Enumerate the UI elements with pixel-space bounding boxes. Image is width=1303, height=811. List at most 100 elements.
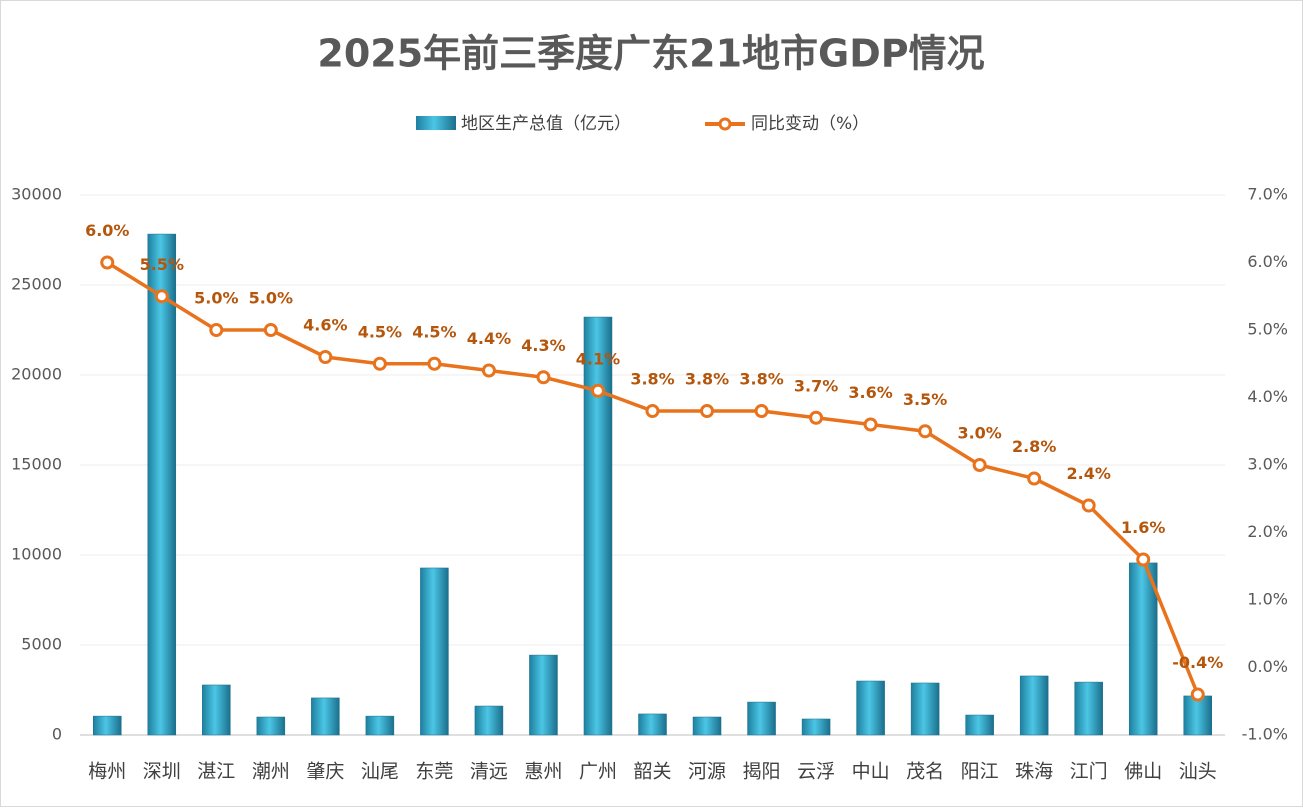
line-marker (590, 383, 605, 398)
y2-tick-label: 0.0% (1247, 657, 1288, 676)
bar (93, 715, 122, 736)
bar (965, 714, 994, 736)
line-marker (536, 370, 551, 385)
x-tick-label: 中山 (852, 761, 890, 783)
line-marker (809, 410, 824, 425)
data-label: 4.5% (358, 322, 402, 341)
x-tick-label: 茂名 (906, 761, 944, 783)
data-label: 3.8% (630, 370, 674, 389)
bar (529, 654, 558, 736)
x-tick-label: 佛山 (1124, 761, 1162, 783)
y2-tick-label: 1.0% (1247, 590, 1288, 609)
line-marker (263, 323, 278, 337)
bar (583, 316, 613, 736)
y-tick-label: 10000 (11, 545, 62, 564)
data-label: 5.0% (194, 289, 238, 308)
data-label: -0.4% (1172, 653, 1223, 672)
legend-swatch-marker (718, 117, 732, 131)
y2-tick-label: 6.0% (1247, 252, 1288, 271)
y-tick-label: 0 (52, 725, 62, 744)
x-tick-label: 潮州 (252, 761, 290, 783)
x-tick-label: 梅州 (88, 761, 126, 783)
x-tick-label: 汕尾 (361, 761, 399, 783)
line-marker (372, 356, 387, 371)
data-label: 5.5% (140, 255, 184, 274)
data-label: 4.5% (412, 322, 456, 341)
line-marker (1027, 471, 1042, 486)
legend-swatch-bar (416, 116, 456, 130)
bar (365, 715, 395, 736)
data-label: 4.3% (521, 336, 565, 355)
line-marker (754, 404, 769, 418)
line-marker (863, 417, 878, 432)
data-label: 4.4% (467, 329, 511, 348)
bar (1019, 675, 1049, 736)
bar (692, 716, 722, 736)
x-tick-label: 珠海 (1015, 761, 1053, 783)
y-tick-label: 20000 (11, 365, 62, 384)
data-label: 5.0% (249, 289, 293, 308)
x-tick-label: 惠州 (524, 761, 562, 783)
bar (856, 680, 885, 736)
x-tick-label: 江门 (1070, 761, 1108, 783)
legend-label: 地区生产总值（亿元） (461, 114, 631, 134)
line-marker (918, 424, 933, 439)
line-marker (100, 255, 115, 270)
y2-tick-label: 7.0% (1247, 185, 1288, 204)
bar (1074, 681, 1103, 736)
x-tick-label: 肇庆 (306, 761, 344, 783)
x-tick-label: 韶关 (633, 761, 671, 783)
line-marker (972, 458, 987, 472)
bar (910, 682, 940, 736)
bar (638, 713, 667, 736)
x-tick-label: 清远 (470, 761, 508, 783)
x-tick-label: 汕头 (1179, 761, 1217, 783)
legend-label: 同比变动（%） (751, 114, 869, 134)
legend: 地区生产总值（亿元） 同比变动（%） (416, 114, 869, 134)
bar (420, 567, 449, 736)
y-tick-label: 30000 (11, 185, 62, 204)
y-tick-label: 25000 (11, 275, 62, 294)
x-tick-label: 河源 (688, 761, 726, 783)
line-marker (481, 363, 496, 378)
data-label: 3.8% (685, 370, 729, 389)
data-label: 4.1% (576, 349, 620, 368)
data-label: 2.8% (1012, 437, 1056, 456)
x-tick-label: 湛江 (197, 761, 235, 783)
bar (147, 233, 177, 736)
line-marker (1136, 552, 1151, 567)
line-marker (209, 323, 224, 337)
y2-tick-label: 3.0% (1247, 455, 1288, 474)
data-label: 3.7% (794, 376, 838, 395)
x-tick-label: 深圳 (143, 761, 181, 783)
line-marker (1081, 498, 1096, 513)
bar (474, 705, 504, 736)
line-marker (318, 350, 333, 364)
data-label: 3.8% (739, 370, 783, 389)
bar (311, 697, 340, 736)
y2-tick-label: -1.0% (1242, 725, 1288, 744)
x-tick-label: 东莞 (415, 761, 453, 783)
line-marker (1190, 687, 1205, 702)
bar (202, 684, 231, 736)
data-label: 4.6% (303, 316, 347, 335)
bar (747, 701, 776, 736)
line-marker (645, 404, 660, 418)
data-label: 1.6% (1121, 518, 1165, 537)
line-marker (427, 356, 442, 371)
data-label: 3.5% (903, 390, 947, 409)
y2-tick-label: 4.0% (1247, 387, 1288, 406)
chart-title: 2025年前三季度广东21地市GDP情况 (317, 32, 984, 76)
bar (256, 716, 286, 736)
line-marker (154, 289, 169, 304)
data-label: 6.0% (85, 221, 129, 240)
bar (1183, 695, 1212, 736)
line-marker (700, 404, 715, 418)
x-tick-label: 揭阳 (743, 761, 781, 783)
y2-tick-label: 2.0% (1247, 522, 1288, 541)
data-label: 3.0% (957, 424, 1001, 443)
data-label: 3.6% (848, 383, 892, 402)
bar (1128, 562, 1158, 736)
